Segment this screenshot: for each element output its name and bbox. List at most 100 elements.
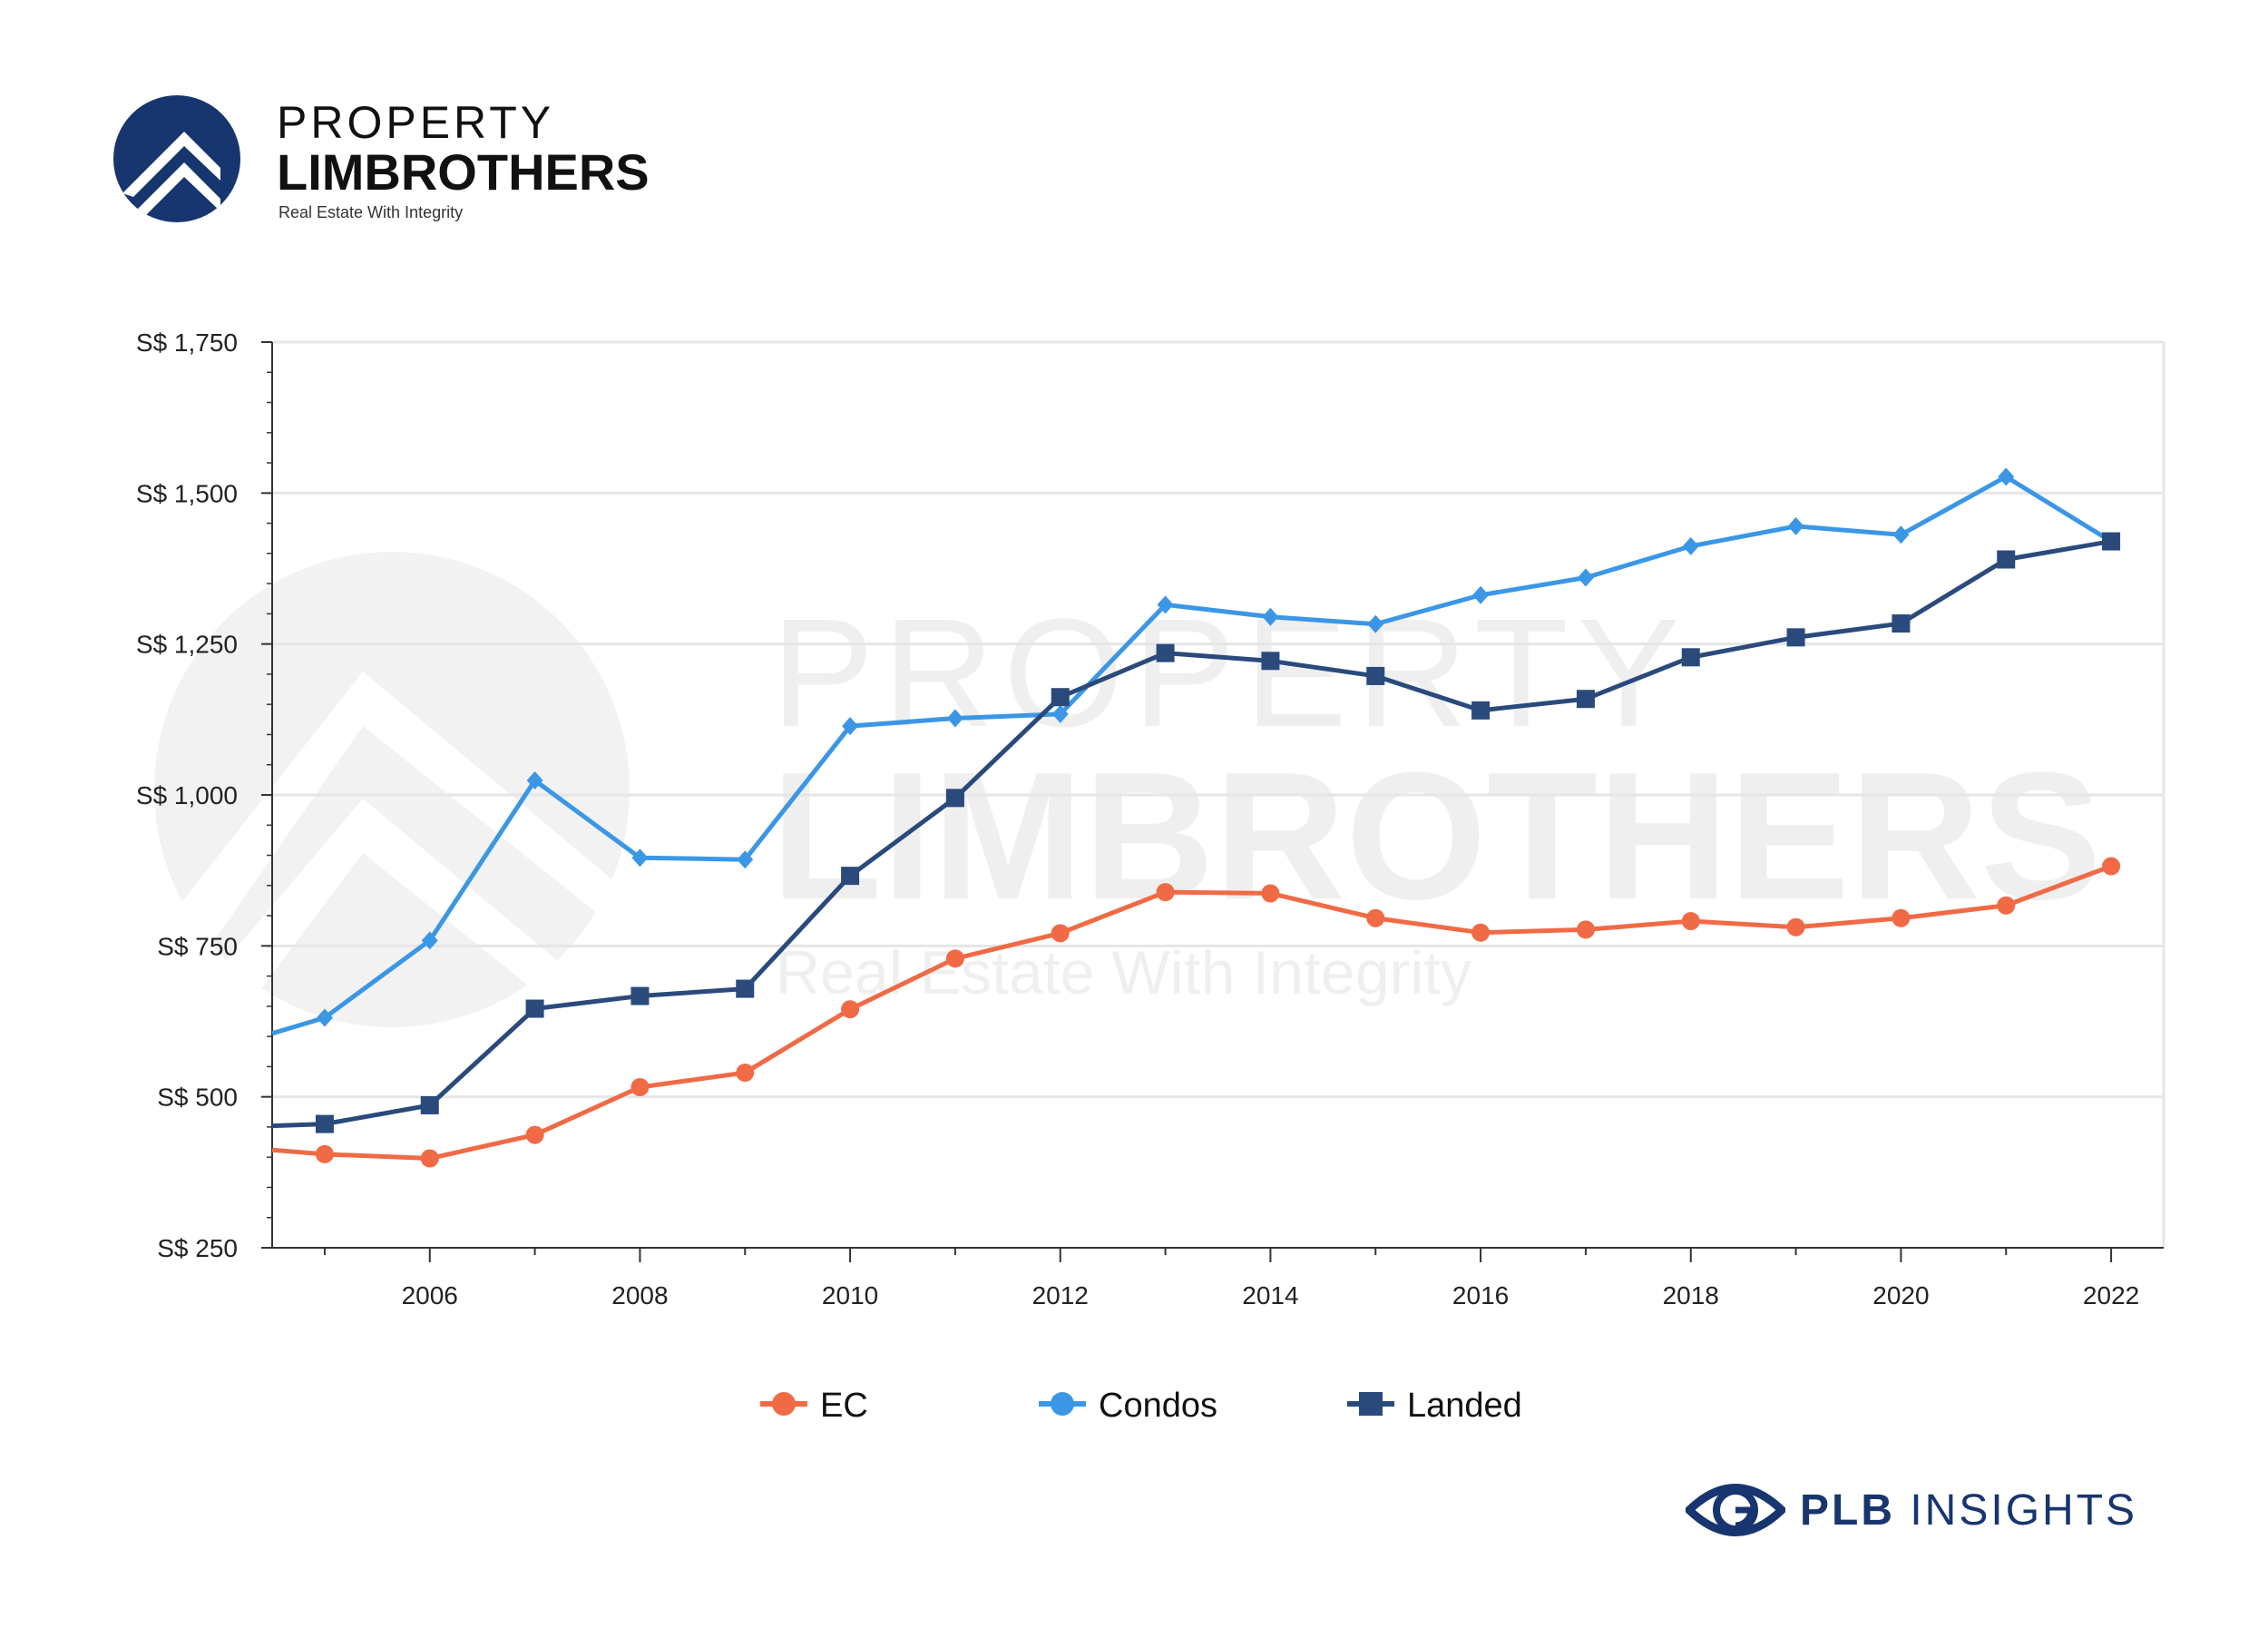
y-tick-label: S$ 1,750	[136, 329, 238, 357]
data-point-ec	[945, 949, 964, 968]
data-point-ec	[1261, 884, 1280, 903]
x-tick-label: 2022	[2083, 1281, 2139, 1309]
brand-name-main: LIMBROTHERS	[277, 143, 650, 201]
watermark: PROPERTY LIMBROTHERS Real Estate With In…	[154, 552, 2102, 1071]
legend-label: EC	[820, 1387, 868, 1425]
eye-icon	[1686, 1484, 1785, 1536]
data-point-ec	[1786, 917, 1805, 937]
data-point-condos	[1787, 516, 1804, 535]
data-point-condos	[1262, 607, 1279, 626]
data-point-ec	[315, 1144, 334, 1163]
data-point-ec	[1576, 920, 1595, 939]
series-ec	[271, 857, 2121, 1168]
data-point-condos	[737, 850, 754, 869]
x-tick-label: 2010	[822, 1281, 878, 1309]
data-point-ec	[1997, 896, 2016, 915]
brand-tagline: Real Estate With Integrity	[279, 203, 464, 221]
data-point-ec	[1681, 912, 1700, 931]
series-condos	[271, 467, 2120, 1036]
logo-mark-icon	[113, 95, 240, 222]
data-point-condos	[1472, 585, 1490, 604]
footer-rest: INSIGHTS	[1910, 1486, 2138, 1535]
y-tick-label: S$ 1,500	[136, 479, 238, 507]
legend-swatch-marker	[1359, 1392, 1383, 1416]
grid-lines	[272, 340, 2165, 1248]
footer-bold: PLB	[1800, 1486, 1895, 1535]
data-point-condos	[421, 931, 438, 950]
data-point-ec	[841, 1000, 860, 1019]
legend-item-condos: Condos	[1039, 1387, 1217, 1425]
data-point-landed	[1051, 688, 1070, 707]
data-point-condos	[526, 771, 543, 790]
data-point-ec	[736, 1064, 755, 1083]
x-tick-label: 2020	[1872, 1281, 1929, 1309]
series-landed	[271, 532, 2121, 1133]
data-point-condos	[1577, 568, 1594, 587]
data-point-landed	[945, 789, 964, 808]
x-tick-label: 2006	[402, 1281, 458, 1309]
watermark-line2: LIMBROTHERS	[771, 735, 2102, 937]
data-point-landed	[1576, 690, 1595, 709]
data-point-landed	[1681, 648, 1700, 667]
data-point-landed	[2102, 532, 2121, 551]
data-point-landed	[525, 999, 544, 1018]
legend-item-ec: EC	[760, 1387, 868, 1425]
data-point-ec	[420, 1149, 439, 1168]
data-point-condos	[316, 1008, 333, 1027]
data-point-landed	[1786, 628, 1805, 647]
data-point-condos	[1682, 536, 1699, 555]
series-layer	[271, 467, 2121, 1168]
data-point-condos	[1157, 595, 1174, 614]
brand-logo: PROPERTY LIMBROTHERS Real Estate With In…	[113, 91, 658, 236]
y-tick-label: S$ 1,000	[136, 781, 238, 809]
data-point-ec	[1366, 908, 1385, 927]
data-point-ec	[525, 1125, 544, 1144]
data-point-landed	[631, 986, 650, 1005]
data-point-ec	[2102, 857, 2121, 876]
y-tick-label: S$ 750	[157, 932, 238, 960]
data-point-condos	[1892, 525, 1910, 544]
watermark-line3: Real Estate With Integrity	[776, 938, 1471, 1007]
data-point-condos	[631, 848, 649, 868]
data-point-landed	[1471, 701, 1491, 720]
legend-swatch-marker	[772, 1392, 796, 1416]
y-tick-label: S$ 250	[157, 1234, 238, 1262]
data-point-ec	[1471, 923, 1491, 942]
data-point-landed	[1892, 614, 1911, 633]
x-tick-label: 2018	[1663, 1281, 1719, 1309]
x-tick-label: 2012	[1032, 1281, 1089, 1309]
data-point-landed	[841, 867, 860, 886]
y-tick-label: S$ 1,250	[136, 631, 238, 659]
data-point-landed	[736, 979, 755, 998]
data-point-landed	[1261, 652, 1280, 671]
x-tick-label: 2014	[1242, 1281, 1298, 1309]
legend: EC Condos Landed	[760, 1387, 1522, 1425]
footer-text: PLB INSIGHTS	[1800, 1486, 2137, 1535]
brand-name-top: PROPERTY	[277, 97, 555, 148]
data-point-landed	[315, 1114, 334, 1133]
data-point-condos	[1998, 467, 2015, 486]
data-point-ec	[1156, 883, 1175, 902]
data-point-landed	[1156, 643, 1175, 662]
data-point-ec	[1051, 924, 1070, 943]
x-axis-ticks: 2006 2008 2010 2012 2014 2016 2018 2020 2022	[323, 1248, 2139, 1309]
x-tick-label: 2008	[611, 1281, 668, 1309]
legend-swatch-marker	[1051, 1392, 1074, 1416]
legend-label: Condos	[1099, 1387, 1217, 1425]
legend-item-landed: Landed	[1347, 1387, 1522, 1425]
plb-insights-footer: PLB INSIGHTS	[1686, 1475, 2157, 1547]
x-tick-label: 2016	[1452, 1281, 1509, 1309]
data-point-landed	[1997, 550, 2016, 569]
legend-label: Landed	[1407, 1387, 1522, 1425]
data-point-ec	[631, 1078, 650, 1097]
y-tick-label: S$ 500	[157, 1084, 238, 1112]
data-point-condos	[1367, 614, 1384, 633]
data-point-landed	[1366, 666, 1385, 685]
data-point-condos	[946, 709, 963, 728]
data-point-condos	[1051, 704, 1069, 723]
watermark-line1: PROPERTY	[771, 587, 1689, 760]
y-axis-ticks: S$ 250 S$ 500 S$ 750 S$ 1,000 S$ 1,250 S$ 1,5…	[136, 329, 272, 1262]
data-point-ec	[1892, 908, 1911, 927]
data-point-condos	[842, 717, 859, 736]
